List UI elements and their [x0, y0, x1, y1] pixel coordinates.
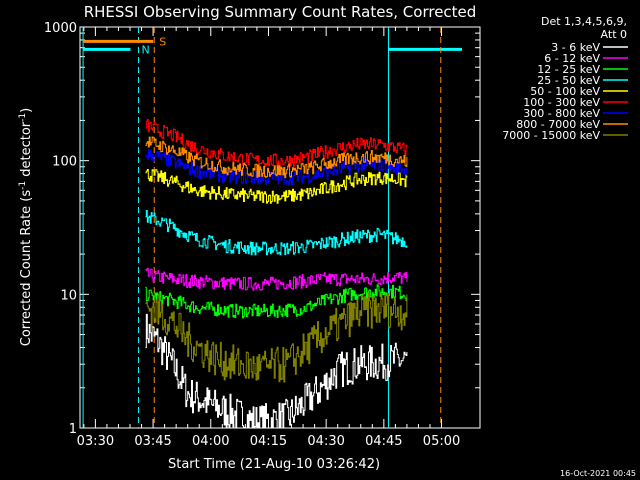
x-tick-label: 04:30: [307, 434, 344, 449]
legend-label-8: 7000 - 15000 keV: [502, 129, 600, 142]
legend-label-0: 3 - 6 keV: [551, 41, 600, 54]
chart-title: RHESSI Observing Summary Count Rates, Co…: [84, 3, 477, 21]
y-axis-label: Corrected Count Rate (s-1 detector-1): [18, 108, 34, 346]
night-label: N: [141, 43, 149, 56]
series-line-4: [145, 169, 408, 204]
x-tick-label: 03:30: [77, 434, 114, 449]
y-tick-label: 100: [52, 155, 77, 170]
series-line-1: [145, 267, 408, 291]
legend-label-1: 6 - 12 keV: [544, 52, 600, 65]
footer-date: 16-Oct-2021 00:45: [560, 469, 636, 478]
x-tick-label: 04:45: [365, 434, 402, 449]
legend-label-5: 100 - 300 keV: [523, 96, 600, 109]
legend-label-7: 800 - 7000 keV: [516, 118, 600, 131]
legend-header-line-1: Det 1,3,4,5,6,9,: [541, 15, 627, 28]
y-tick-label: 1000: [44, 21, 77, 36]
y-tick-label: 1: [69, 422, 77, 437]
x-tick-label: 03:45: [134, 434, 171, 449]
x-tick-label: 04:00: [192, 434, 229, 449]
saa-label: S: [159, 35, 166, 48]
legend-label-6: 300 - 800 keV: [523, 107, 600, 120]
series-line-6: [145, 149, 408, 186]
legend-header-line-2: Att 0: [601, 28, 627, 41]
series-line-7: [145, 136, 408, 178]
x-tick-label: 04:15: [250, 434, 287, 449]
x-tick-label: 05:00: [423, 434, 460, 449]
y-tick-label: 10: [60, 288, 77, 303]
series-line-0: [145, 313, 408, 429]
legend-label-2: 12 - 25 keV: [537, 63, 600, 76]
series-group: [145, 119, 408, 429]
legend-label-4: 50 - 100 keV: [530, 85, 600, 98]
series-line-8: [145, 292, 408, 383]
legend-label-3: 25 - 50 keV: [537, 74, 600, 87]
x-axis-label: Start Time (21-Aug-10 03:26:42): [168, 457, 380, 472]
series-line-5: [145, 119, 408, 168]
series-line-2: [145, 284, 408, 319]
series-line-3: [145, 210, 408, 256]
